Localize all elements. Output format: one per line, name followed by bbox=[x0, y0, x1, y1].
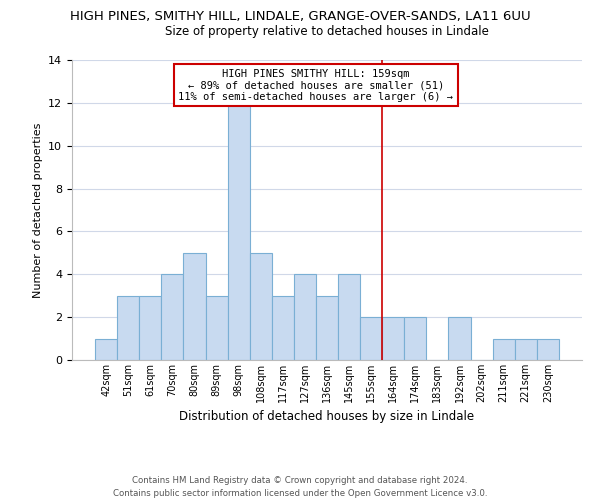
Bar bbox=[250, 253, 272, 360]
Bar bbox=[161, 274, 184, 360]
Bar bbox=[95, 338, 117, 360]
Bar bbox=[206, 296, 227, 360]
X-axis label: Distribution of detached houses by size in Lindale: Distribution of detached houses by size … bbox=[179, 410, 475, 424]
Bar bbox=[139, 296, 161, 360]
Bar bbox=[184, 253, 206, 360]
Y-axis label: Number of detached properties: Number of detached properties bbox=[32, 122, 43, 298]
Bar bbox=[294, 274, 316, 360]
Bar bbox=[448, 317, 470, 360]
Bar bbox=[117, 296, 139, 360]
Text: HIGH PINES SMITHY HILL: 159sqm
← 89% of detached houses are smaller (51)
11% of : HIGH PINES SMITHY HILL: 159sqm ← 89% of … bbox=[178, 68, 454, 102]
Bar bbox=[537, 338, 559, 360]
Text: HIGH PINES, SMITHY HILL, LINDALE, GRANGE-OVER-SANDS, LA11 6UU: HIGH PINES, SMITHY HILL, LINDALE, GRANGE… bbox=[70, 10, 530, 23]
Bar bbox=[382, 317, 404, 360]
Text: Contains HM Land Registry data © Crown copyright and database right 2024.
Contai: Contains HM Land Registry data © Crown c… bbox=[113, 476, 487, 498]
Bar bbox=[515, 338, 537, 360]
Bar bbox=[338, 274, 360, 360]
Bar bbox=[227, 103, 250, 360]
Bar bbox=[493, 338, 515, 360]
Bar bbox=[360, 317, 382, 360]
Bar bbox=[272, 296, 294, 360]
Bar bbox=[316, 296, 338, 360]
Title: Size of property relative to detached houses in Lindale: Size of property relative to detached ho… bbox=[165, 25, 489, 38]
Bar bbox=[404, 317, 427, 360]
